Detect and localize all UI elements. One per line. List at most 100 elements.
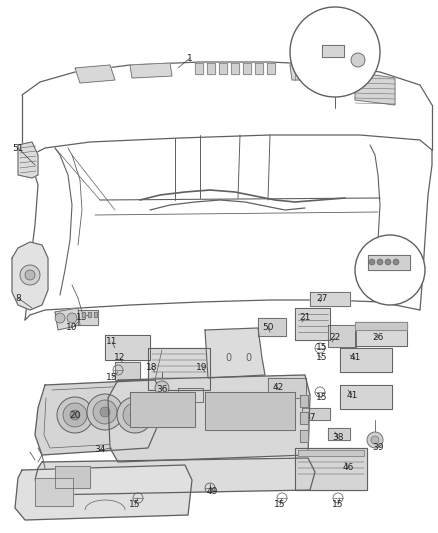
Text: 13: 13: [76, 313, 88, 322]
Text: 33: 33: [349, 68, 360, 77]
Text: 49: 49: [206, 488, 217, 497]
Circle shape: [87, 394, 123, 430]
Text: 40: 40: [54, 494, 66, 503]
Text: 15: 15: [274, 500, 285, 510]
Text: 12: 12: [114, 353, 125, 362]
Text: 21: 21: [299, 313, 310, 322]
Polygon shape: [354, 322, 406, 330]
Circle shape: [376, 259, 382, 265]
Text: 30: 30: [381, 294, 393, 303]
Circle shape: [63, 403, 87, 427]
Polygon shape: [327, 325, 355, 347]
Circle shape: [155, 381, 169, 395]
Text: 37: 37: [304, 414, 315, 423]
Polygon shape: [339, 348, 391, 372]
Polygon shape: [35, 458, 314, 495]
Circle shape: [93, 400, 117, 424]
Polygon shape: [219, 63, 226, 74]
Polygon shape: [35, 380, 162, 455]
Text: 32: 32: [304, 68, 315, 77]
Polygon shape: [205, 392, 294, 430]
Polygon shape: [258, 318, 285, 336]
Polygon shape: [321, 45, 343, 57]
Polygon shape: [75, 65, 115, 83]
Text: 46: 46: [342, 464, 353, 472]
Circle shape: [366, 432, 382, 448]
Polygon shape: [88, 312, 91, 317]
Polygon shape: [297, 450, 363, 456]
Polygon shape: [18, 142, 38, 178]
Polygon shape: [207, 63, 215, 74]
Polygon shape: [299, 412, 307, 424]
Circle shape: [57, 397, 93, 433]
Text: 15: 15: [332, 500, 343, 510]
Polygon shape: [294, 448, 366, 490]
Polygon shape: [354, 72, 394, 105]
Polygon shape: [105, 335, 150, 360]
Text: 52: 52: [182, 395, 193, 405]
Circle shape: [117, 397, 153, 433]
Polygon shape: [194, 63, 202, 74]
Text: 34: 34: [94, 446, 106, 455]
Polygon shape: [130, 63, 172, 78]
Text: 50: 50: [261, 324, 273, 333]
Circle shape: [354, 235, 424, 305]
Polygon shape: [115, 362, 140, 380]
Polygon shape: [267, 378, 305, 398]
Polygon shape: [230, 63, 238, 74]
Polygon shape: [205, 328, 265, 378]
Polygon shape: [254, 63, 262, 74]
Text: 1: 1: [187, 53, 192, 62]
Polygon shape: [290, 65, 341, 80]
Circle shape: [55, 313, 65, 323]
Polygon shape: [294, 308, 329, 340]
Circle shape: [370, 436, 378, 444]
Circle shape: [100, 407, 110, 417]
Text: 11: 11: [106, 337, 117, 346]
Polygon shape: [299, 430, 307, 442]
Text: 10: 10: [66, 324, 78, 333]
Text: 41: 41: [346, 391, 357, 400]
Polygon shape: [108, 375, 309, 462]
Text: 15: 15: [315, 353, 327, 362]
Circle shape: [392, 259, 398, 265]
Text: 27: 27: [316, 294, 327, 303]
Circle shape: [384, 259, 390, 265]
Polygon shape: [327, 428, 349, 440]
Polygon shape: [78, 310, 98, 325]
Polygon shape: [301, 408, 329, 420]
Circle shape: [123, 403, 147, 427]
Text: 38: 38: [332, 433, 343, 442]
Circle shape: [25, 270, 35, 280]
Text: 8: 8: [15, 294, 21, 303]
Circle shape: [67, 313, 77, 323]
Text: 42: 42: [272, 384, 283, 392]
Circle shape: [20, 265, 40, 285]
Polygon shape: [35, 478, 73, 506]
Polygon shape: [339, 385, 391, 409]
Polygon shape: [82, 312, 85, 317]
Text: 51: 51: [12, 143, 24, 152]
Polygon shape: [309, 292, 349, 306]
Text: 0: 0: [244, 353, 251, 363]
Polygon shape: [148, 348, 209, 390]
Text: 26: 26: [371, 334, 383, 343]
Text: 18: 18: [146, 364, 157, 373]
Polygon shape: [367, 255, 409, 270]
Polygon shape: [94, 312, 97, 317]
Text: 0: 0: [224, 353, 230, 363]
Polygon shape: [130, 392, 194, 427]
Text: 15: 15: [106, 374, 117, 383]
Text: 19: 19: [196, 364, 207, 373]
Circle shape: [368, 259, 374, 265]
Text: 15: 15: [315, 393, 327, 402]
Text: 31: 31: [336, 44, 347, 52]
Text: 22: 22: [328, 334, 340, 343]
Circle shape: [290, 7, 379, 97]
Text: 15: 15: [129, 500, 141, 510]
Text: 20: 20: [69, 410, 81, 419]
Text: 39: 39: [371, 443, 383, 453]
Polygon shape: [15, 465, 191, 520]
Text: 41: 41: [349, 353, 360, 362]
Circle shape: [130, 410, 140, 420]
